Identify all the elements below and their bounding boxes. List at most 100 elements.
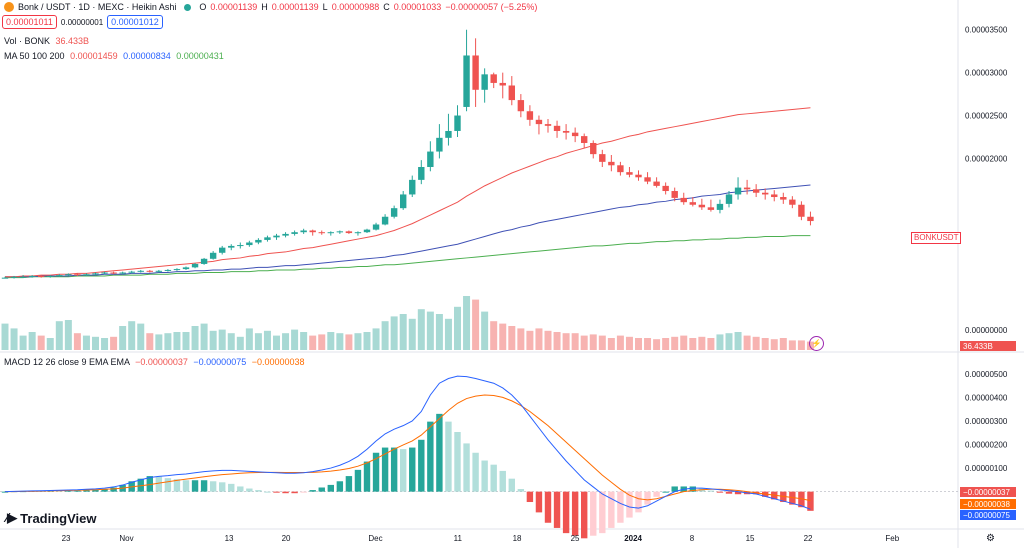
candle-body xyxy=(716,203,724,210)
candle-body xyxy=(110,272,117,274)
macd-histogram-bar xyxy=(65,490,72,492)
price-axis-tick: 0.00003500 xyxy=(965,26,1008,35)
volume-bar xyxy=(444,318,452,350)
macd-histogram-bar xyxy=(427,421,434,492)
macd-tag-bg xyxy=(960,499,1016,509)
candle-body xyxy=(427,151,434,167)
tradingview-logo[interactable]: ⁄▶ TradingView xyxy=(6,510,97,526)
ohlc-change: −0.00000057 (−5.25%) xyxy=(445,2,538,12)
volume-bar xyxy=(354,333,362,350)
ma100-line xyxy=(5,184,811,278)
candle-body xyxy=(219,247,226,253)
volume-bar xyxy=(562,333,570,350)
volume-bar xyxy=(291,329,299,350)
candle-body xyxy=(517,100,525,112)
macd-histogram-bar xyxy=(74,490,81,492)
volume-bar xyxy=(300,332,308,350)
macd-histogram-bar xyxy=(191,480,199,492)
volume-bar xyxy=(363,332,371,350)
candle-body xyxy=(707,207,715,210)
volume-bar xyxy=(1,323,9,350)
candle-body xyxy=(155,270,163,272)
candle-body xyxy=(436,137,443,152)
volume-bar xyxy=(128,321,136,350)
candle-body xyxy=(807,216,814,222)
candle-body xyxy=(526,111,534,120)
candle-body xyxy=(734,187,742,195)
macd-histogram-bar xyxy=(734,491,742,495)
macd-axis-tick: 0.00000500 xyxy=(965,370,1008,379)
candle-body xyxy=(164,269,172,271)
macd-histogram-bar xyxy=(200,480,208,492)
candle-body xyxy=(182,267,190,270)
volume-bar xyxy=(119,326,127,350)
volume-bar xyxy=(770,339,778,350)
macd-histogram-bar xyxy=(653,491,660,497)
candle-body xyxy=(481,74,488,90)
gear-icon[interactable]: ⚙ xyxy=(986,533,995,544)
macd-axis-tick: 0.00000400 xyxy=(965,393,1008,402)
candle-body xyxy=(463,55,470,107)
macd-histogram-bar xyxy=(110,487,117,492)
volume-value: 36.433B xyxy=(55,36,90,46)
macd-histogram-bar xyxy=(336,481,344,492)
macd-histogram-bar xyxy=(617,491,624,523)
macd-legend[interactable]: MACD 12 26 close 9 EMA EMA −0.00000037 −… xyxy=(4,357,305,367)
volume-tag: 36.433B xyxy=(963,342,993,351)
macd-histogram-bar xyxy=(562,491,570,534)
symbol-title[interactable]: Bonk / USDT · 1D · MEXC · Heikin Ashi xyxy=(18,2,177,12)
volume-bar xyxy=(55,321,63,350)
macd-line xyxy=(4,375,811,510)
volume-bar xyxy=(535,328,543,350)
macd-axis-tick: 0.00000300 xyxy=(965,417,1008,426)
volume-bar xyxy=(517,328,525,350)
volume-bar xyxy=(327,332,335,350)
ohlc-c-value: 0.00001033 xyxy=(393,2,442,12)
volume-bar xyxy=(218,329,226,350)
volume-bar xyxy=(607,338,615,350)
candle-body xyxy=(508,85,515,101)
volume-bar xyxy=(37,335,45,350)
ma100-value: 0.00000834 xyxy=(123,51,171,61)
ohlc-l-label: L xyxy=(322,2,328,12)
macd-histogram-bar xyxy=(228,483,235,492)
trade-box-row: 0.00001011 0.00000001 0.00001012 xyxy=(2,15,163,29)
tradingview-name: TradingView xyxy=(20,510,97,526)
volume-bar xyxy=(146,333,154,350)
time-axis-label: Dec xyxy=(368,534,382,543)
volume-bar xyxy=(399,314,407,350)
volume-bar xyxy=(209,330,217,350)
macd-histogram-bar xyxy=(209,481,217,492)
macd-histogram-bar xyxy=(345,476,353,492)
macd-histogram-bar xyxy=(454,432,461,492)
volume-bar xyxy=(761,338,769,350)
volume-bar xyxy=(788,340,796,350)
candle-body xyxy=(689,202,696,205)
macd-histogram-bar xyxy=(544,491,552,523)
sell-price-button[interactable]: 0.00001011 xyxy=(2,15,57,29)
macd-histogram-bar xyxy=(164,478,172,492)
volume-bar xyxy=(254,333,262,350)
ma-legend[interactable]: MA 50 100 200 0.00001459 0.00000834 0.00… xyxy=(4,51,224,61)
candle-body xyxy=(390,208,398,217)
macd-histogram-bar xyxy=(463,443,470,492)
volume-legend[interactable]: Vol · BONK 36.433B xyxy=(4,36,89,46)
macd-histogram-bar xyxy=(363,461,371,492)
macd-histogram-bar xyxy=(318,487,325,492)
macd-axis-tag: −0.00000038 xyxy=(963,500,1010,509)
buy-price-button[interactable]: 0.00001012 xyxy=(107,15,163,29)
ohlc-h-label: H xyxy=(261,2,268,12)
ma50-line xyxy=(5,107,811,278)
candle-body xyxy=(146,270,153,272)
macd-histogram-bar xyxy=(472,452,479,492)
ma50-value: 0.00001459 xyxy=(70,51,118,61)
lightning-icon[interactable]: ⚡ xyxy=(809,336,824,351)
candle-body xyxy=(409,179,416,195)
candle-body xyxy=(544,124,552,126)
volume-bar xyxy=(227,333,235,350)
macd-histogram-bar xyxy=(309,490,316,492)
macd-histogram-bar xyxy=(327,484,334,492)
time-axis-label: Nov xyxy=(119,534,133,543)
candle-body xyxy=(273,235,280,238)
